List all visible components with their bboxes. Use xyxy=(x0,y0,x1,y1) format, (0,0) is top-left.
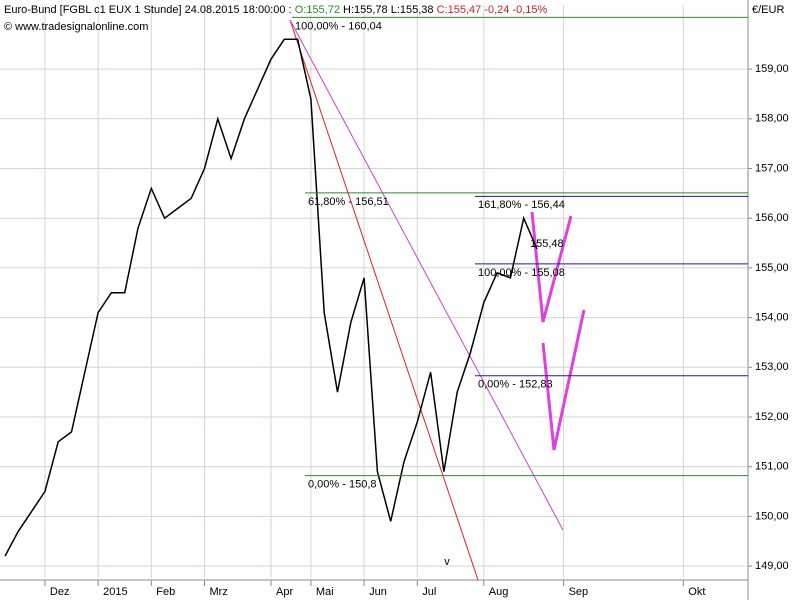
header-close: C:155,47 -0,24 -0,15% xyxy=(437,4,548,16)
fib-label: 0,00% - 152,83 xyxy=(478,379,553,391)
x-tick-label: Jul xyxy=(422,586,436,598)
y-tick-label: 157,00 xyxy=(755,162,789,174)
projection-arrow xyxy=(530,211,573,323)
header: Euro-Bund [FGBL c1 EUX 1 Stunde] 24.08.2… xyxy=(4,4,548,16)
x-tick-label: Aug xyxy=(489,586,509,598)
y-tick-label: 150,00 xyxy=(755,510,789,522)
y-tick-label: 153,00 xyxy=(755,361,789,373)
x-tick-label: Apr xyxy=(276,586,293,598)
y-tick-label: 149,00 xyxy=(755,560,789,572)
trend-line xyxy=(289,19,479,581)
projection-arrow xyxy=(541,309,586,451)
trend-line xyxy=(289,19,564,531)
source: © www.tradesignalonline.com xyxy=(4,21,148,33)
y-tick-label: 158,00 xyxy=(755,113,789,125)
y-tick-label: 152,00 xyxy=(755,411,789,423)
fib-label: 61,80% - 156,51 xyxy=(308,196,389,208)
x-tick-label: Jun xyxy=(369,586,387,598)
header-open: O:155,72 xyxy=(295,4,340,16)
header-symbol: Euro-Bund [FGBL c1 EUX 1 Stunde] 24.08.2… xyxy=(4,4,292,16)
target-label: 155,48 xyxy=(530,238,564,250)
x-tick-label: Mai xyxy=(316,586,334,598)
x-tick-label: Okt xyxy=(688,586,705,598)
x-tick-label: Mrz xyxy=(210,586,228,598)
price-line xyxy=(4,38,538,557)
y-tick-label: 155,00 xyxy=(755,262,789,274)
y-tick-label: 151,00 xyxy=(755,461,789,473)
y-tick-label: 154,00 xyxy=(755,311,789,323)
x-tick-label: Dez xyxy=(50,586,70,598)
y-tick-label: 159,00 xyxy=(755,63,789,75)
fib-label: 100,00% - 155,08 xyxy=(478,267,565,279)
fib-label: 161,80% - 156,44 xyxy=(478,199,565,211)
x-tick-label: 2015 xyxy=(103,586,127,598)
y-tick-label: 156,00 xyxy=(755,212,789,224)
fib-label: 100,00% - 160,04 xyxy=(295,20,382,32)
x-tick-label: Feb xyxy=(156,586,175,598)
currency: €/EUR xyxy=(752,4,784,16)
marker: v xyxy=(444,556,450,568)
x-tick-label: Sep xyxy=(569,586,589,598)
header-high-low: H:155,78 L:155,38 xyxy=(343,4,434,16)
fib-label: 0,00% - 150,8 xyxy=(308,479,377,491)
